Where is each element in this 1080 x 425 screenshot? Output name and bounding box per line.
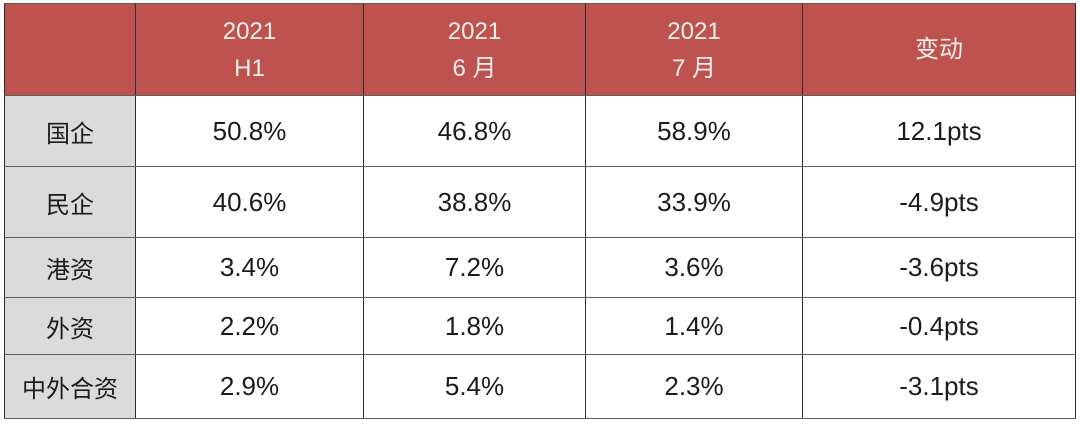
row-label-cell: 港资 [4, 237, 136, 298]
value-cell: -0.4pts [802, 297, 1076, 355]
value-cell: 3.6% [585, 237, 803, 298]
value-cell: 2.9% [135, 354, 364, 419]
value-cell: 7.2% [363, 237, 586, 298]
header-line: 2021 [667, 17, 721, 45]
value-cell: 2.3% [585, 354, 803, 419]
corner-cell [4, 3, 136, 96]
header-cell-2021-jun: 2021 6 月 [363, 3, 586, 96]
value-cell: 5.4% [363, 354, 586, 419]
header-line: 变动 [915, 36, 963, 63]
header-cell-2021-jul: 2021 7 月 [585, 3, 803, 96]
value-cell: 2.2% [135, 297, 364, 355]
ownership-share-table: 2021 H1 2021 6 月 2021 7 月 [4, 3, 1076, 419]
row-label-cell: 中外合资 [4, 354, 136, 419]
table-row: 港资 3.4% 7.2% 3.6% -3.6pts [4, 237, 1076, 298]
header-cell-change: 变动 [802, 3, 1076, 96]
row-label-cell: 民企 [4, 166, 136, 238]
value-cell: -3.6pts [802, 237, 1076, 298]
value-cell: 33.9% [585, 166, 803, 238]
value-cell: 1.8% [363, 297, 586, 355]
value-cell: 50.8% [135, 95, 364, 167]
table-row: 中外合资 2.9% 5.4% 2.3% -3.1pts [4, 354, 1076, 419]
value-cell: 1.4% [585, 297, 803, 355]
header-line: 6 月 [452, 54, 497, 82]
header-line: 2021 [222, 17, 277, 45]
row-label-cell: 国企 [4, 95, 136, 167]
header-line: 2021 [447, 17, 502, 45]
header-line: H1 [234, 54, 265, 82]
value-cell: 58.9% [585, 95, 803, 167]
value-cell: 38.8% [363, 166, 586, 238]
value-cell: 46.8% [363, 95, 586, 167]
row-label-cell: 外资 [4, 297, 136, 355]
value-cell: -3.1pts [802, 354, 1076, 419]
table-row: 民企 40.6% 38.8% 33.9% -4.9pts [4, 166, 1076, 238]
table-row: 国企 50.8% 46.8% 58.9% 12.1pts [4, 95, 1076, 167]
value-cell: -4.9pts [802, 166, 1076, 238]
value-cell: 40.6% [135, 166, 364, 238]
header-row: 2021 H1 2021 6 月 2021 7 月 [4, 3, 1076, 96]
value-cell: 3.4% [135, 237, 364, 298]
header-line: 7 月 [671, 54, 716, 82]
table-row: 外资 2.2% 1.8% 1.4% -0.4pts [4, 297, 1076, 355]
value-cell: 12.1pts [802, 95, 1076, 167]
header-cell-2021-h1: 2021 H1 [135, 3, 364, 96]
